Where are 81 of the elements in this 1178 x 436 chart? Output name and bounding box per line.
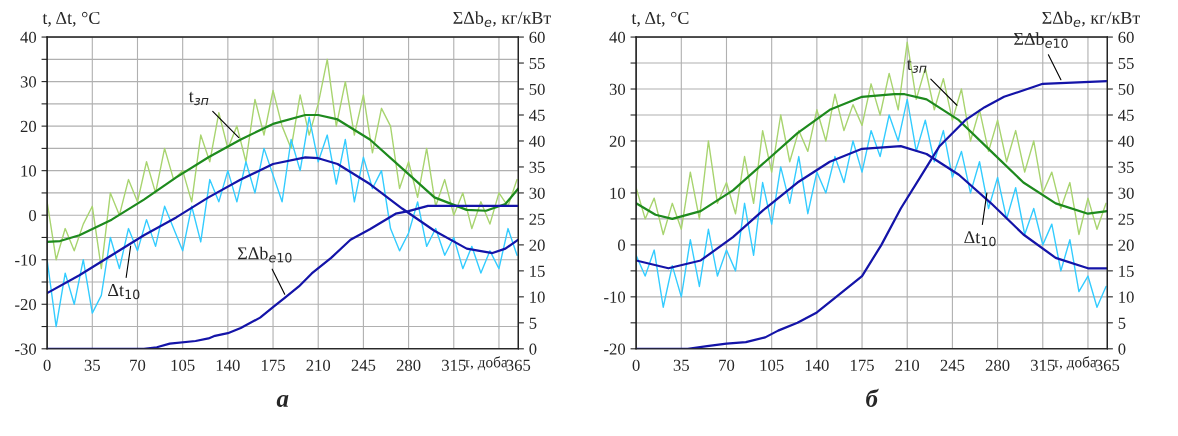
y2-tick-label: 50 bbox=[1118, 83, 1134, 95]
x-tick-label: 0 bbox=[632, 359, 640, 371]
y2-axis-title: ΣΔb$_{e}$, кг/кВт bbox=[453, 11, 551, 27]
line-series bbox=[47, 116, 518, 328]
y-tick-label: 40 bbox=[609, 31, 626, 44]
x-tick-label: 210 bbox=[895, 359, 920, 371]
y2-tick-label: 5 bbox=[529, 317, 537, 329]
y-tick-label: 10 bbox=[21, 165, 37, 177]
line-series bbox=[47, 58, 518, 270]
x-tick-label: 105 bbox=[171, 359, 195, 371]
x-axis-title: τ, доба bbox=[464, 356, 508, 371]
y2-tick-label: 10 bbox=[530, 291, 545, 303]
x-tick-label: 35 bbox=[84, 359, 100, 371]
y2-tick-label: 5 bbox=[1118, 317, 1126, 329]
y2-tick-label: 30 bbox=[529, 187, 545, 199]
y-tick-label: -20 bbox=[604, 343, 626, 355]
x-tick-label: 280 bbox=[396, 359, 421, 371]
text: а bbox=[276, 394, 289, 407]
x-tick-label: 315 bbox=[442, 359, 466, 371]
x-tick-label: 245 bbox=[351, 359, 376, 371]
y-tick-label: 20 bbox=[20, 120, 37, 133]
annotation: t$_{зп}$ bbox=[906, 59, 927, 73]
x-tick-label: 365 bbox=[506, 359, 531, 371]
y2-tick-label: 40 bbox=[1118, 135, 1134, 147]
x-tick-label: 365 bbox=[1095, 359, 1120, 371]
annotation: Δt$_{10}$ bbox=[964, 231, 996, 247]
y-tick-label: 30 bbox=[609, 83, 626, 95]
x-tick-label: 35 bbox=[673, 359, 689, 371]
y-tick-label: 20 bbox=[609, 135, 626, 147]
x-tick-label: 175 bbox=[262, 359, 285, 371]
y2-tick-label: 25 bbox=[1118, 213, 1134, 225]
x-tick-label: 105 bbox=[760, 359, 784, 371]
y2-tick-label: 15 bbox=[1119, 265, 1134, 277]
annotation: t$_{зп}$ bbox=[188, 91, 209, 106]
x-tick-label: 70 bbox=[719, 359, 735, 371]
line-series bbox=[47, 113, 519, 244]
annotation: Δt$_{10}$ bbox=[108, 284, 140, 300]
x-tick-label: 0 bbox=[43, 359, 51, 371]
x-tick-label: 140 bbox=[805, 359, 829, 371]
x-tick-label: 140 bbox=[216, 359, 240, 371]
x-tick-label: 315 bbox=[1031, 359, 1055, 371]
y2-tick-label: 15 bbox=[530, 265, 545, 277]
x-tick-label: 70 bbox=[130, 359, 146, 371]
y2-tick-label: 10 bbox=[1119, 291, 1134, 303]
y-tick-label: 30 bbox=[20, 76, 37, 88]
y2-tick-label: 55 bbox=[529, 57, 545, 69]
y2-tick-label: 20 bbox=[529, 239, 545, 251]
y-tick-label: -20 bbox=[15, 298, 37, 311]
y2-tick-label: 20 bbox=[1118, 239, 1134, 251]
y-axis-title: t, Δt, °C bbox=[631, 11, 689, 27]
y-tick-label: 10 bbox=[610, 187, 626, 199]
x-tick-label: 210 bbox=[306, 359, 331, 371]
y2-tick-label: 45 bbox=[529, 109, 545, 121]
y-tick-label: 0 bbox=[29, 209, 37, 222]
y2-tick-label: 50 bbox=[529, 83, 545, 95]
x-tick-label: 245 bbox=[940, 359, 965, 371]
x-tick-label: 175 bbox=[851, 359, 874, 371]
y-tick-label: 0 bbox=[618, 239, 626, 251]
line-series bbox=[636, 98, 1107, 308]
y2-tick-label: 60 bbox=[1118, 31, 1134, 44]
y-axis-title: t, Δt, °C bbox=[42, 11, 100, 27]
y2-tick-label: 40 bbox=[529, 135, 545, 147]
y2-tick-label: 35 bbox=[529, 161, 545, 173]
y-tick-label: -10 bbox=[604, 291, 626, 303]
y-tick-label: -30 bbox=[15, 343, 37, 355]
y-tick-label: 40 bbox=[20, 31, 37, 44]
x-axis-title: τ, доба bbox=[1053, 356, 1097, 371]
text: б bbox=[866, 388, 879, 407]
y-tick-label: -10 bbox=[15, 254, 37, 266]
line-series bbox=[636, 93, 1108, 221]
y2-tick-label: 25 bbox=[529, 213, 545, 225]
y2-tick-label: 35 bbox=[1118, 161, 1134, 173]
y2-tick-label: 45 bbox=[1118, 109, 1134, 121]
y2-tick-label: 0 bbox=[1118, 343, 1126, 355]
y2-tick-label: 0 bbox=[529, 343, 537, 355]
y2-axis-title: ΣΔb$_{e}$, кг/кВт bbox=[1042, 11, 1140, 27]
y2-tick-label: 60 bbox=[529, 31, 545, 44]
y2-tick-label: 30 bbox=[1118, 187, 1134, 199]
annotation: ΣΔb$_{e10}$ bbox=[237, 246, 292, 263]
y2-tick-label: 55 bbox=[1118, 57, 1134, 69]
x-tick-label: 280 bbox=[985, 359, 1010, 371]
